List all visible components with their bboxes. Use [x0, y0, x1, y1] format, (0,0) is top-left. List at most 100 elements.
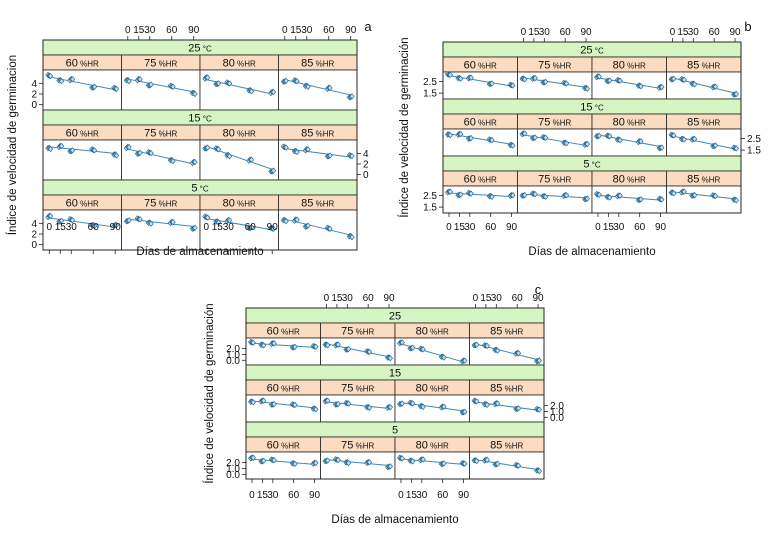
data-point	[532, 74, 538, 82]
data-point	[712, 142, 719, 149]
data-point	[335, 341, 341, 348]
data-point	[250, 339, 256, 346]
humidity-label: 75 %HR	[538, 117, 571, 129]
data-point	[510, 82, 516, 89]
data-point	[596, 132, 602, 139]
data-point	[91, 223, 98, 230]
x-tick-label: 0	[446, 222, 452, 233]
data-point	[261, 397, 267, 404]
data-point	[462, 357, 468, 364]
data-point	[638, 196, 644, 203]
data-point	[113, 221, 120, 229]
data-point	[248, 156, 255, 163]
data-point	[137, 216, 143, 223]
data-point	[283, 77, 289, 85]
data-point	[292, 343, 298, 351]
x-tick-label: 0	[282, 25, 288, 36]
data-point	[271, 457, 277, 464]
x-tick-label: 60	[709, 27, 721, 38]
data-point	[305, 146, 311, 153]
data-point	[325, 397, 331, 404]
data-point	[226, 217, 233, 224]
temperature-label: 25 °C	[580, 45, 604, 57]
humidity-label: 60 %HR	[66, 128, 99, 140]
data-point	[271, 340, 277, 347]
plot-cell	[42, 139, 122, 181]
x-tick-label: 60	[560, 27, 572, 38]
x-tick-label: 90	[532, 293, 544, 304]
data-point	[410, 344, 416, 351]
temperature-label: 15	[389, 368, 401, 380]
y-tick-label: 2	[31, 230, 37, 241]
y-tick-label: 2.5	[747, 134, 761, 145]
x-axis-title: Días de almacenamiento	[528, 246, 655, 258]
plot-cell	[517, 185, 593, 214]
data-point	[270, 167, 277, 174]
data-point	[126, 217, 132, 224]
data-point	[462, 408, 468, 415]
plot-cell	[469, 451, 545, 480]
humidity-label: 75 %HR	[144, 128, 177, 140]
humidity-label: 85 %HR	[301, 198, 334, 210]
y-tick-label: 2	[31, 90, 37, 101]
data-point	[510, 142, 516, 149]
data-point	[441, 354, 447, 361]
data-point	[617, 137, 623, 144]
data-point	[226, 80, 233, 87]
x-tick-label: 15	[528, 27, 540, 38]
humidity-label: 85 %HR	[687, 117, 720, 129]
data-point	[458, 75, 464, 82]
temperature-label: 25 °C	[188, 43, 212, 55]
data-point	[691, 81, 698, 88]
panel-frame	[442, 41, 742, 214]
data-point	[170, 83, 176, 90]
x-tick-label: 30	[613, 222, 625, 233]
data-point	[563, 192, 570, 199]
x-tick-label: 0	[521, 27, 527, 38]
x-tick-label: 90	[110, 222, 122, 233]
x-tick-label: 30	[464, 222, 476, 233]
y-tick-label: 4	[31, 79, 37, 90]
data-point	[192, 224, 198, 231]
data-point	[542, 193, 549, 200]
data-point	[148, 150, 154, 157]
data-point	[596, 73, 602, 80]
data-point	[542, 134, 549, 141]
plot-cell	[591, 128, 667, 157]
data-point	[170, 158, 176, 165]
data-point	[47, 72, 54, 80]
data-point	[681, 76, 687, 83]
humidity-label: 85 %HR	[490, 326, 523, 338]
data-point	[494, 347, 501, 354]
data-point	[58, 78, 65, 85]
data-point	[292, 460, 298, 468]
plot-cell	[666, 185, 742, 214]
data-point	[69, 76, 76, 83]
panel-label: b	[744, 19, 751, 34]
x-tick-label: 60	[88, 222, 100, 233]
x-tick-label: 30	[539, 27, 551, 38]
humidity-label: 80 %HR	[416, 440, 449, 452]
data-point	[563, 140, 570, 147]
humidity-label: 85 %HR	[687, 174, 720, 186]
data-point	[468, 190, 474, 197]
data-point	[536, 357, 542, 364]
data-point	[325, 457, 331, 464]
x-tick-label: 60	[166, 25, 178, 36]
humidity-label: 75 %HR	[144, 198, 177, 210]
data-point	[335, 456, 341, 464]
data-point	[484, 401, 490, 409]
data-point	[126, 78, 132, 85]
humidity-label: 60 %HR	[464, 117, 497, 129]
data-point	[91, 83, 98, 90]
temperature-label: 15 °C	[188, 113, 212, 125]
humidity-label: 80 %HR	[613, 60, 646, 72]
data-point	[536, 406, 542, 413]
data-point	[420, 346, 426, 353]
data-point	[659, 144, 665, 151]
data-point	[447, 132, 453, 139]
data-point	[638, 138, 644, 145]
x-tick-label: 90	[309, 490, 321, 501]
data-point	[420, 403, 426, 410]
data-point	[270, 88, 277, 96]
